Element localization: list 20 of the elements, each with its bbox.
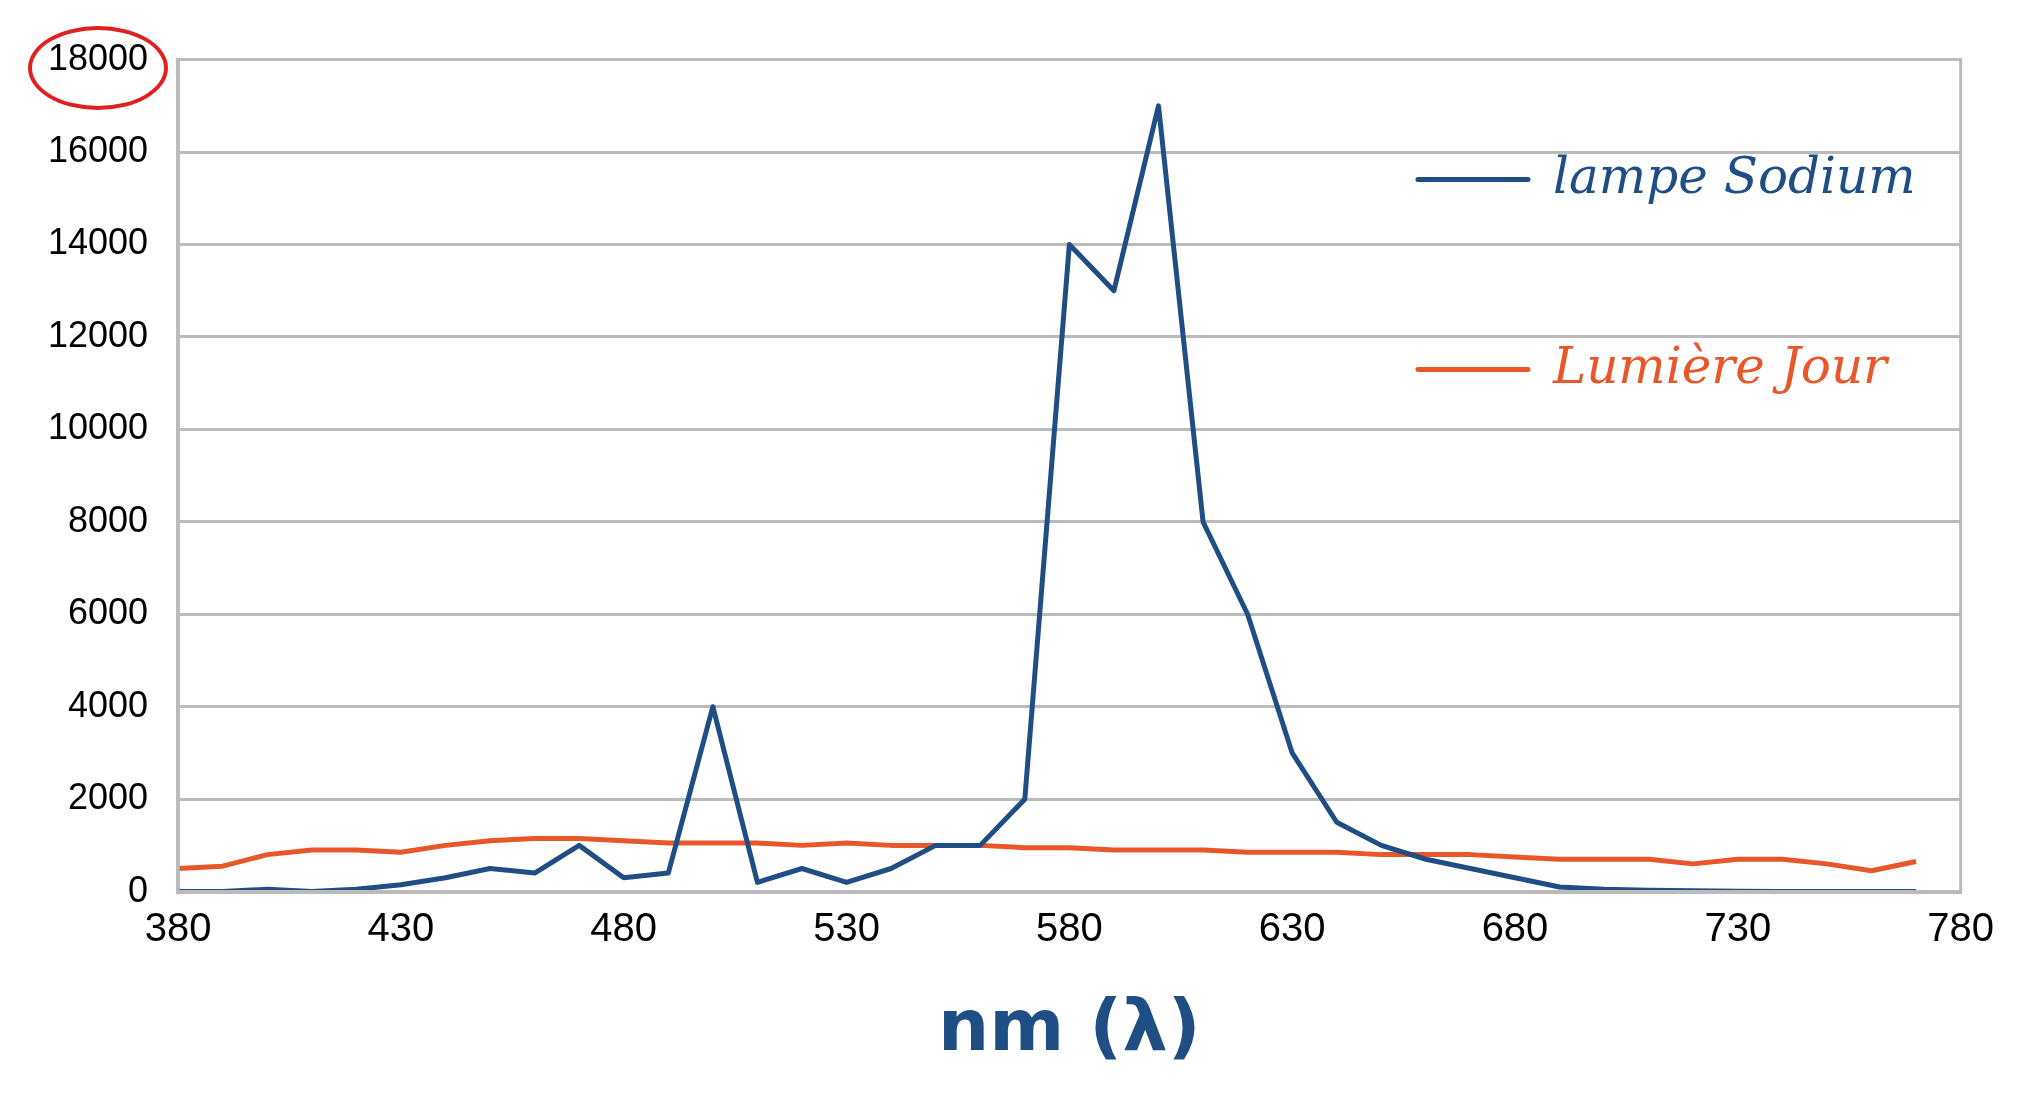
x-tick-label: 630 [1258,904,1326,949]
x-tick-label: 530 [813,904,880,949]
x-tick-label: 580 [1035,904,1103,949]
x-tick-label: 480 [590,904,658,949]
y-tick-label: 2000 [68,776,149,818]
legend-label: Lumière Jour [1551,336,1891,395]
x-tick-label: 430 [367,904,435,949]
x-axis-title: nm (λ) [938,982,1201,1067]
x-tick-label: 730 [1704,904,1772,949]
x-tick-label: 780 [1927,904,1995,949]
y-tick-label: 18000 [48,36,149,78]
x-tick-label: 680 [1481,904,1549,949]
y-tick-label: 12000 [48,313,149,355]
y-tick-label: 14000 [48,221,149,263]
y-tick-label: 10000 [48,406,149,448]
y-tick-label: 16000 [48,128,149,170]
y-tick-label: 6000 [68,591,149,633]
y-tick-label: 4000 [68,683,149,725]
legend-label: lampe Sodium [1552,146,1916,205]
y-tick-label: 8000 [68,498,149,540]
